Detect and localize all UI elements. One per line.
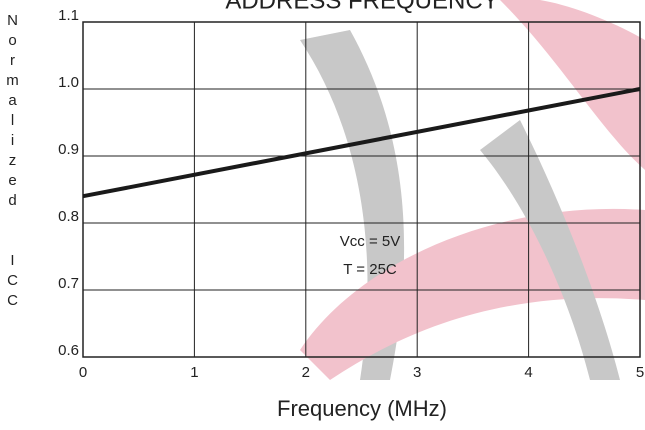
annotation: T = 25C	[343, 261, 397, 278]
y-tick-label: 1.0	[58, 74, 79, 91]
y-tick-label: 0.9	[58, 141, 79, 158]
chart-title: ADDRESS FREQUENCY	[225, 0, 498, 14]
plot-frame	[82, 21, 641, 358]
watermark	[480, 120, 620, 380]
y-tick-label: 1.1	[58, 7, 79, 24]
x-axis-label: Frequency (MHz)	[277, 396, 447, 421]
y-tick-label: 0.6	[58, 342, 79, 359]
x-tick-label: 3	[413, 364, 421, 381]
y-tick-label: 0.7	[58, 275, 79, 292]
x-tick-label: 4	[524, 364, 532, 381]
x-tick-label: 1	[190, 364, 198, 381]
y-axis-label: Normalized ICC	[4, 12, 21, 312]
annotation: Vcc = 5V	[340, 233, 400, 250]
x-tick-label: 2	[302, 364, 310, 381]
data-line	[82, 87, 641, 199]
x-tick-label: 0	[79, 364, 87, 381]
x-tick-label: 5	[636, 364, 644, 381]
y-tick-label: 0.8	[58, 208, 79, 225]
watermark	[500, 0, 645, 170]
